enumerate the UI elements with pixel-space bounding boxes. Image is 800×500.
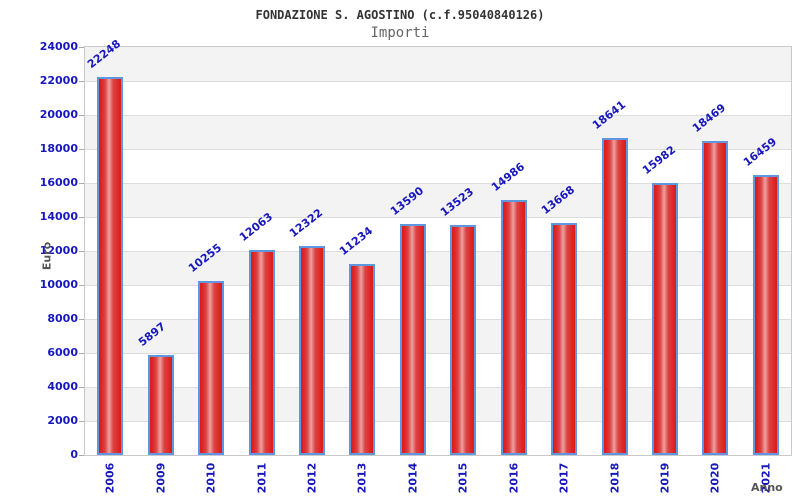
bar-value-label: 16459 xyxy=(740,135,779,170)
plot-band xyxy=(85,421,791,455)
plot-band xyxy=(85,81,791,115)
x-tick-label: 2019 xyxy=(658,462,672,494)
y-tick xyxy=(79,387,84,388)
gridline xyxy=(85,421,791,422)
gridline xyxy=(85,217,791,218)
y-tick xyxy=(79,455,84,456)
y-tick-label: 20000 xyxy=(39,108,78,121)
x-tick-label: 2013 xyxy=(355,462,369,494)
bar-value-label: 10255 xyxy=(186,240,225,275)
y-tick xyxy=(79,217,84,218)
x-tick-label: 2020 xyxy=(708,462,722,494)
x-tick-label: 2018 xyxy=(608,462,621,494)
bar xyxy=(651,183,678,455)
plot-band xyxy=(85,47,791,81)
gridline xyxy=(85,353,791,354)
gridline xyxy=(85,319,791,320)
plot-band xyxy=(85,217,791,251)
y-tick xyxy=(79,353,84,354)
plot-band xyxy=(85,387,791,421)
bar-value-label: 14986 xyxy=(488,160,527,195)
plot-band xyxy=(85,353,791,387)
bar xyxy=(298,246,325,455)
x-tick-label: 2014 xyxy=(406,462,420,494)
x-tick-label: 2012 xyxy=(305,462,319,494)
x-tick-label: 2016 xyxy=(507,462,521,494)
y-tick-label: 24000 xyxy=(39,40,78,53)
y-tick xyxy=(79,81,84,82)
y-tick xyxy=(79,183,84,184)
plot-band xyxy=(85,149,791,183)
bar xyxy=(551,223,578,455)
bar xyxy=(752,175,779,455)
bar-value-label: 11234 xyxy=(337,224,376,259)
y-tick xyxy=(79,149,84,150)
y-tick xyxy=(79,285,84,286)
x-tick-label: 2011 xyxy=(255,462,268,494)
bar xyxy=(248,250,275,455)
bar xyxy=(500,200,527,455)
y-tick-label: 6000 xyxy=(47,346,78,359)
gridline xyxy=(85,251,791,252)
y-tick-label: 12000 xyxy=(39,244,78,257)
y-tick-label: 10000 xyxy=(39,278,78,291)
bar xyxy=(147,355,174,455)
x-tick-label: 2015 xyxy=(456,462,470,494)
y-tick-label: 0 xyxy=(70,448,78,461)
chart-title: FONDAZIONE S. AGOSTINO (c.f.95040840126) xyxy=(255,8,545,22)
gridline xyxy=(85,285,791,286)
y-tick-label: 8000 xyxy=(47,312,78,325)
y-tick-label: 22000 xyxy=(39,74,78,87)
bar-value-label: 12063 xyxy=(236,210,275,244)
y-tick xyxy=(79,251,84,252)
bar-value-label: 5897 xyxy=(135,319,168,349)
x-axis-title: Anno xyxy=(751,481,783,494)
bar-value-label: 12322 xyxy=(286,205,326,240)
x-tick-label: 2010 xyxy=(204,462,218,494)
x-tick-label: 2017 xyxy=(557,462,571,494)
bar xyxy=(97,77,124,455)
x-tick-label: 2006 xyxy=(103,462,117,494)
gridline xyxy=(85,183,791,184)
gridline xyxy=(85,149,791,150)
bar xyxy=(702,141,729,455)
y-tick-label: 18000 xyxy=(39,142,78,155)
plot-band xyxy=(85,285,791,319)
y-tick xyxy=(79,319,84,320)
y-tick xyxy=(79,421,84,422)
bar xyxy=(399,224,426,455)
bar xyxy=(450,225,477,455)
y-axis-title: Euro xyxy=(40,241,54,271)
x-tick-label: 2009 xyxy=(154,462,168,494)
y-tick-label: 14000 xyxy=(39,210,78,223)
chart-subtitle: Importi xyxy=(370,25,430,41)
plot-band xyxy=(85,115,791,149)
plot-band xyxy=(85,319,791,353)
bar-value-label: 13590 xyxy=(387,184,426,218)
gridline xyxy=(85,387,791,388)
y-tick xyxy=(79,47,84,48)
bar xyxy=(198,281,225,455)
gridline xyxy=(85,115,791,116)
plot-band xyxy=(85,183,791,217)
y-tick-label: 2000 xyxy=(47,414,78,427)
plot-area: 22248 5897 10255 12063 12322 11234 13590 13523 1… xyxy=(79,37,792,456)
gridline xyxy=(85,81,791,82)
y-tick xyxy=(79,115,84,116)
y-tick-label: 16000 xyxy=(39,176,78,189)
y-tick-label: 4000 xyxy=(47,380,78,393)
bar xyxy=(349,264,376,455)
bar xyxy=(601,138,628,455)
bar-value-label: 13668 xyxy=(539,182,578,217)
bar-value-label: 13523 xyxy=(438,185,477,220)
bar-value-label: 18469 xyxy=(690,101,729,136)
bar-value-label: 22248 xyxy=(85,36,124,71)
